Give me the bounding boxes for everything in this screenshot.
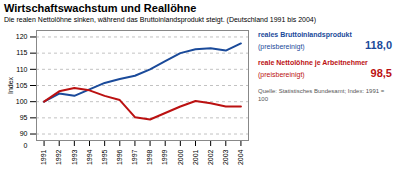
html-text:118,0: 118,0 xyxy=(365,39,392,51)
html-text:98,5: 98,5 xyxy=(370,67,392,79)
svg-text:1995: 1995 xyxy=(101,149,108,165)
svg-text:115: 115 xyxy=(16,49,27,56)
svg-text:2000: 2000 xyxy=(177,149,184,165)
svg-text:105: 105 xyxy=(16,82,28,89)
svg-text:2004: 2004 xyxy=(237,149,244,165)
svg-text:2001: 2001 xyxy=(192,149,199,165)
svg-text:1993: 1993 xyxy=(71,149,78,165)
svg-text:1994: 1994 xyxy=(86,149,93,165)
html-text:reales Bruttoinlandsprodukt: reales Bruttoinlandsprodukt xyxy=(258,31,352,38)
html-text:Die realen Nettolöhne sinken,: Die realen Nettolöhne sinken, während da… xyxy=(4,16,317,23)
svg-text:2003: 2003 xyxy=(222,149,229,165)
svg-text:1996: 1996 xyxy=(116,149,123,165)
html-text:reale Nettolöhne je Arbeitnehm: reale Nettolöhne je Arbeitnehmer xyxy=(258,59,368,66)
svg-text:1998: 1998 xyxy=(146,149,153,165)
html-text:(preisbereinigt): (preisbereinigt) xyxy=(258,43,305,50)
svg-text:1997: 1997 xyxy=(131,149,138,165)
svg-text:90: 90 xyxy=(20,130,28,137)
html-text:(preisbereinigt): (preisbereinigt) xyxy=(258,71,305,78)
svg-text:1992: 1992 xyxy=(55,149,62,165)
svg-text:110: 110 xyxy=(16,66,27,73)
svg-text:2002: 2002 xyxy=(207,149,214,165)
html-text:Quelle: Statistisches Bundesam: Quelle: Statistisches Bundesamt; Index: … xyxy=(258,88,385,102)
svg-text:95: 95 xyxy=(20,114,28,121)
svg-text:120: 120 xyxy=(16,33,28,40)
svg-text:0: 0 xyxy=(24,142,28,149)
svg-text:Index: Index xyxy=(7,76,14,94)
svg-text:100: 100 xyxy=(16,98,28,105)
html-text:Wirtschaftswachstum und Reallö: Wirtschaftswachstum und Reallöhne xyxy=(4,2,197,14)
svg-text:1991: 1991 xyxy=(40,149,47,165)
svg-text:1999: 1999 xyxy=(161,149,168,165)
